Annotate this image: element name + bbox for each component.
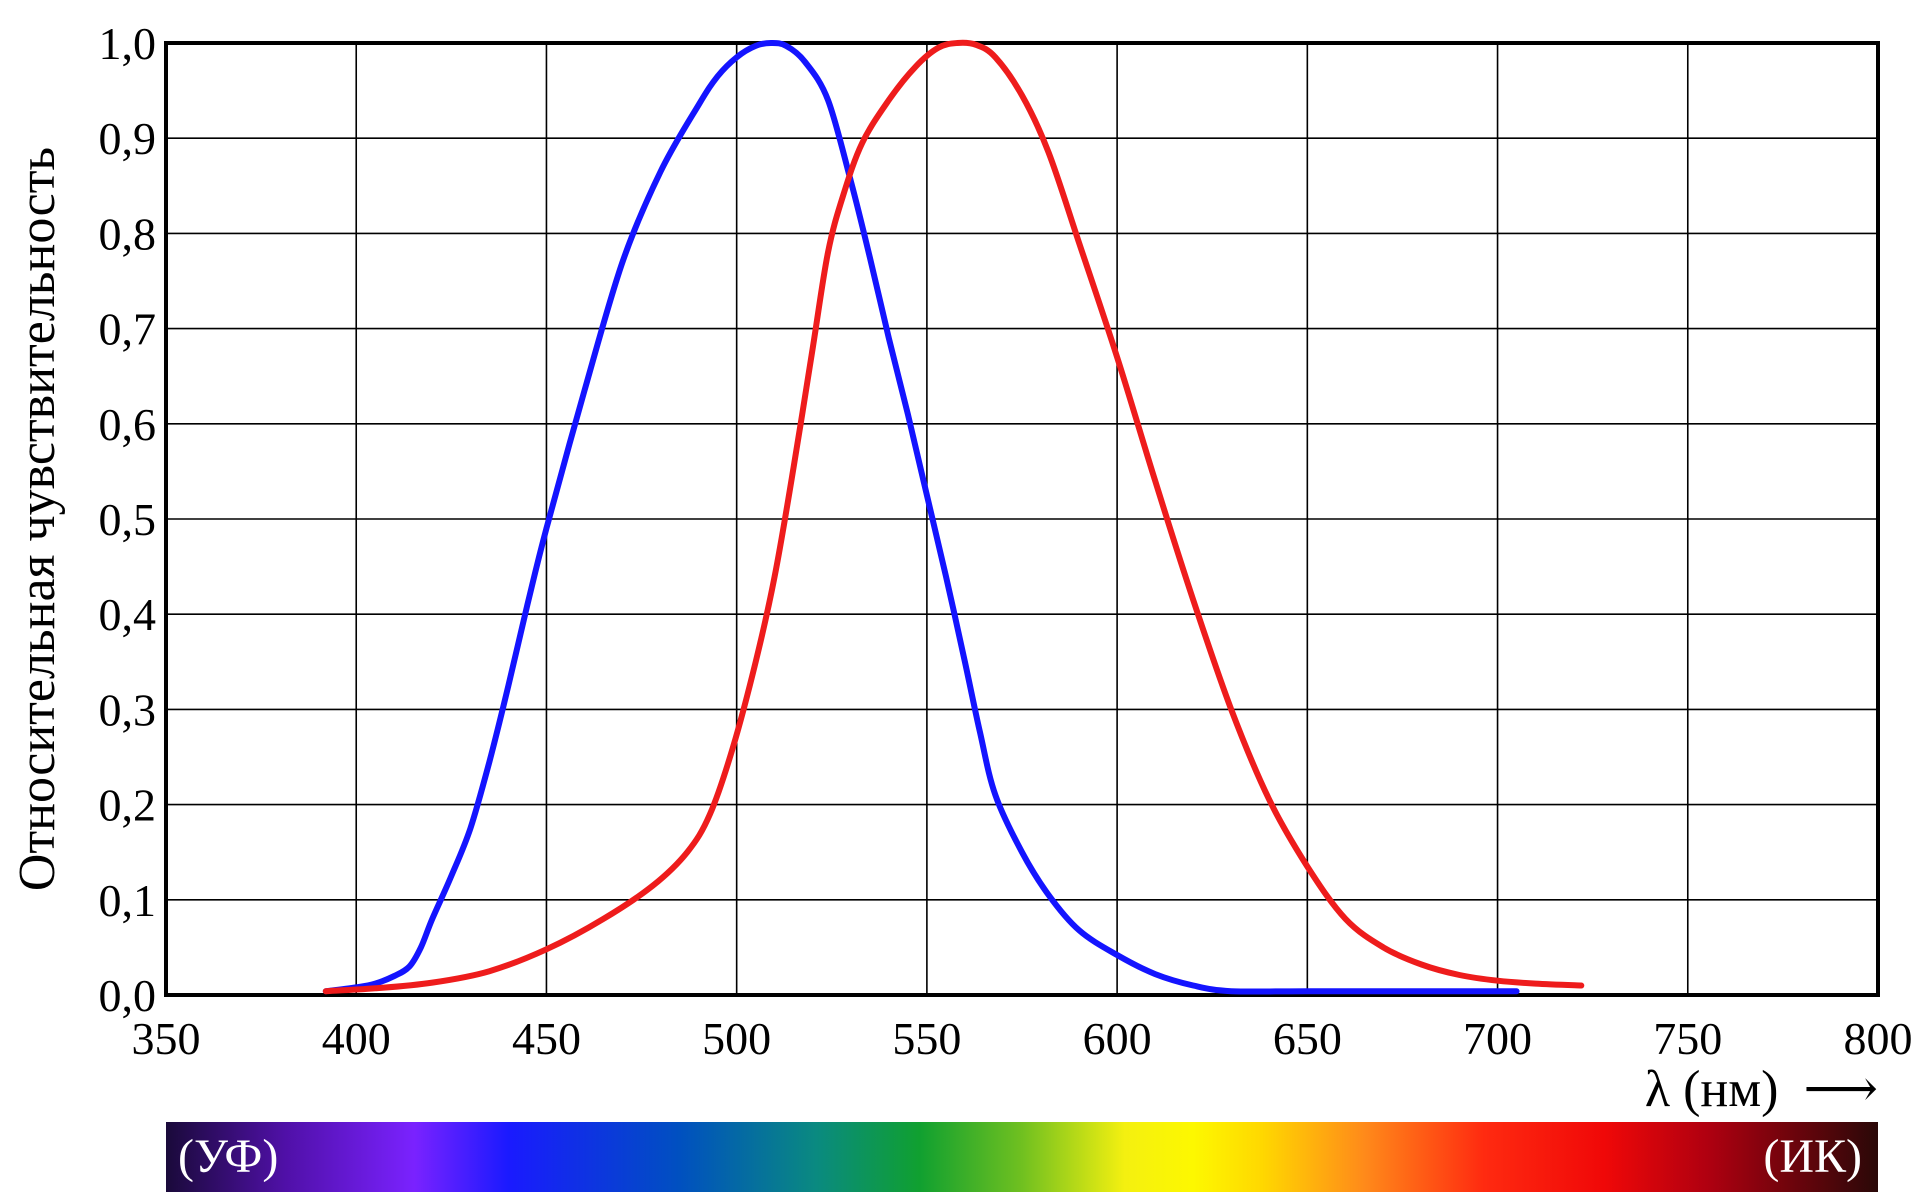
x-tick-label: 550 — [892, 1013, 961, 1064]
y-tick-label: 0,1 — [99, 875, 157, 926]
x-axis-title: λ (нм) ⟶ — [1645, 1061, 1878, 1118]
x-tick-labels: 350 400 450 500 550 600 650 700 750 800 — [132, 1013, 1913, 1064]
y-tick-label: 0,2 — [99, 780, 157, 831]
y-tick-label: 0,6 — [99, 399, 157, 450]
ir-label: (ИК) — [1763, 1130, 1862, 1183]
y-tick-labels: 0,0 0,1 0,2 0,3 0,4 0,5 0,6 0,7 0,8 0,9 1,0 — [99, 18, 157, 1021]
y-tick-label: 0,9 — [99, 113, 157, 164]
x-axis-title-text: λ (нм) — [1645, 1061, 1779, 1118]
y-tick-label: 0,5 — [99, 494, 157, 545]
x-tick-label: 650 — [1273, 1013, 1342, 1064]
x-tick-label: 800 — [1844, 1013, 1913, 1064]
y-tick-label: 0,8 — [99, 208, 157, 259]
x-tick-label: 600 — [1083, 1013, 1152, 1064]
y-tick-label: 0,0 — [99, 970, 157, 1021]
grid-lines — [166, 43, 1878, 995]
series-line-red — [322, 39, 1585, 995]
y-tick-label: 1,0 — [99, 18, 157, 69]
series-line-blue — [322, 39, 1520, 995]
series-layer — [322, 39, 1585, 995]
x-tick-label: 750 — [1653, 1013, 1722, 1064]
uv-label: (УФ) — [178, 1130, 278, 1183]
x-tick-label: 350 — [132, 1013, 201, 1064]
y-tick-label: 0,7 — [99, 304, 157, 355]
y-axis-title: Относительная чувствительность — [9, 147, 66, 891]
x-tick-label: 500 — [702, 1013, 771, 1064]
x-tick-label: 450 — [512, 1013, 581, 1064]
x-axis-arrow-icon: ⟶ — [1803, 1061, 1878, 1118]
x-tick-label: 400 — [322, 1013, 391, 1064]
y-tick-label: 0,4 — [99, 589, 157, 640]
x-tick-label: 700 — [1463, 1013, 1532, 1064]
spectrum-color-bar — [166, 1122, 1878, 1192]
plot-frame — [164, 41, 1880, 997]
y-tick-label: 0,3 — [99, 684, 157, 735]
